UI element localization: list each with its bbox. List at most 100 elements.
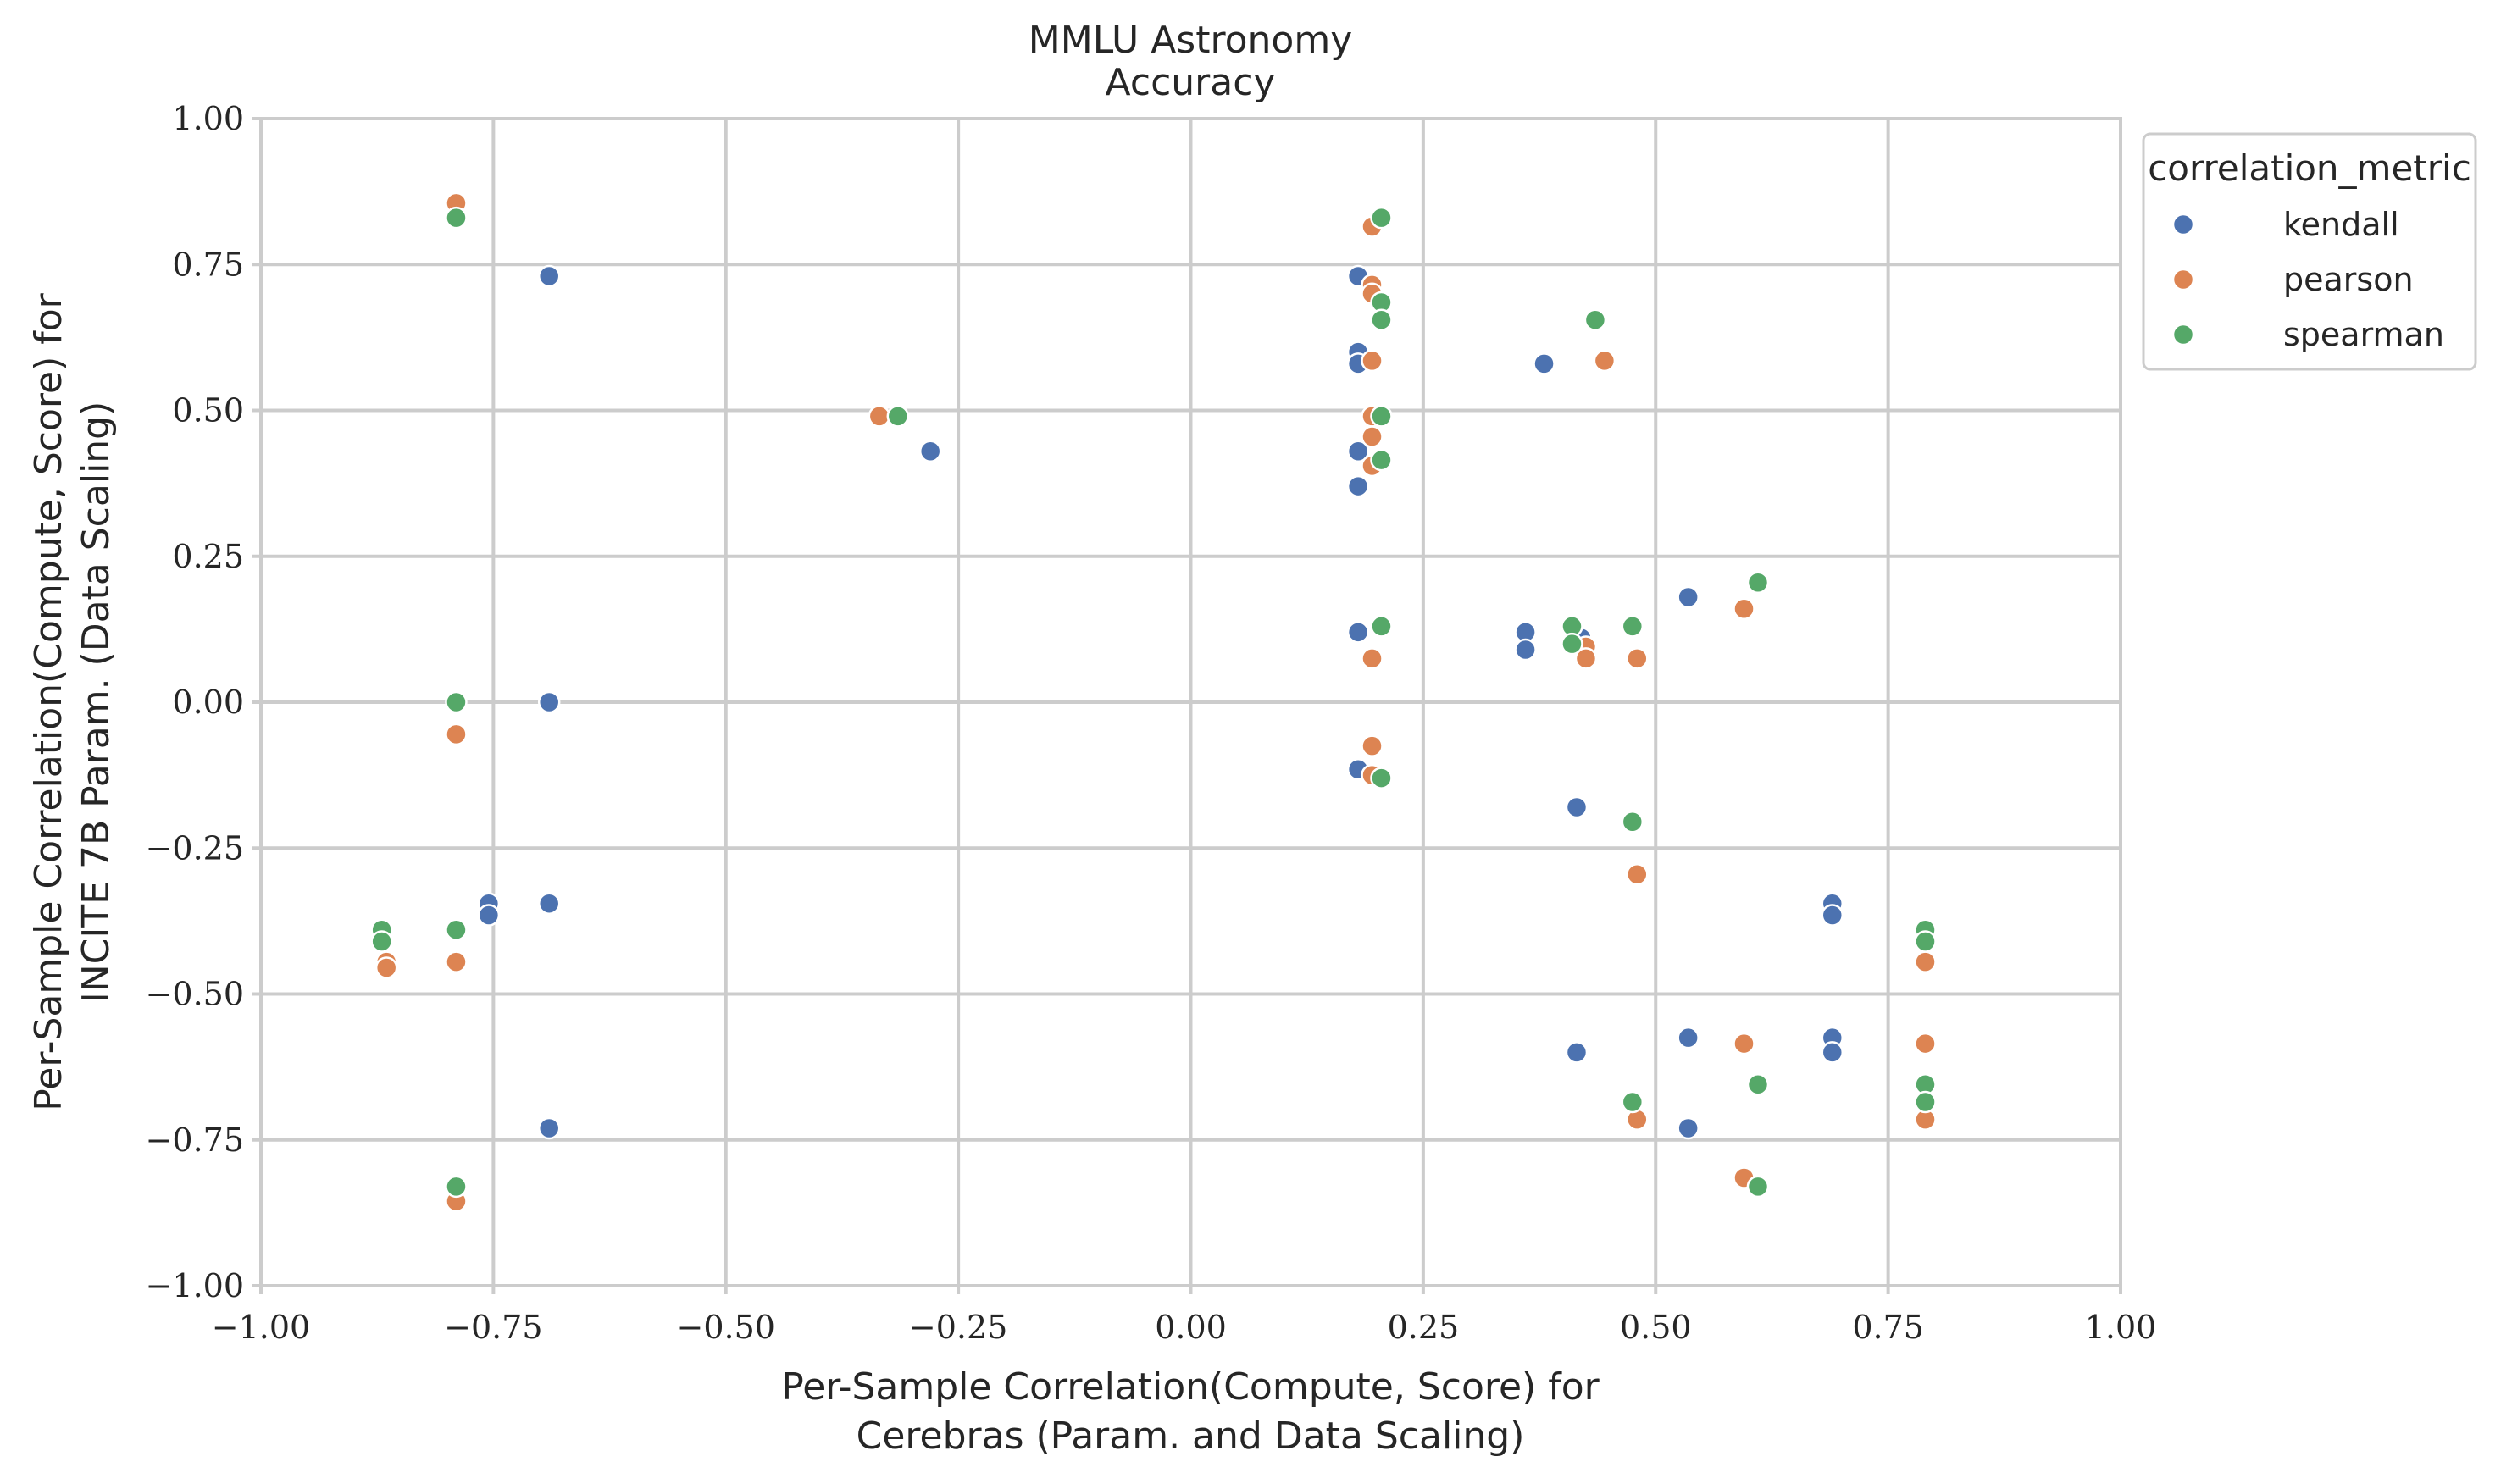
kendall-point [477,904,501,927]
pearson-point [1914,1032,1937,1055]
legend-marker-spearman [2171,323,2195,346]
pearson-point [1733,1032,1755,1055]
y-tick-label: 0.50 [172,392,244,429]
pearson-point [1361,734,1384,757]
x-axis-ticks: −1.00 −0.75 −0.50 −0.25 0.00 0.25 0.50 0.75 1.00 [212,1286,2157,1346]
x-tick-label: 0.50 [1620,1309,1692,1346]
x-tick-label: −0.75 [444,1309,542,1346]
spearman-point [1746,571,1770,595]
spearman-point [1370,767,1393,789]
y-axis-ticks: −1.00 −0.75 −0.50 −0.25 0.00 0.25 0.50 0.75 1.00 [146,100,261,1304]
kendall-point [537,690,561,714]
pearson-point [1914,950,1937,973]
y-tick-label: 0.75 [172,246,244,283]
legend-label-spearman: spearman [2283,316,2444,353]
spearman-point [1914,930,1937,953]
y-axis-label-line-1: Per-Sample Correlation(Compute, Score) f… [27,292,70,1110]
series-kendall [477,264,1844,1140]
y-tick-label: 1.00 [172,100,244,137]
legend-items: kendall pearson spearman [2171,206,2444,353]
y-tick-label: 0.00 [172,684,244,721]
legend-title: correlation_metric [2148,147,2471,189]
kendall-point [537,1116,561,1140]
x-axis-label-line-1: Per-Sample Correlation(Compute, Score) f… [781,1365,1600,1409]
x-tick-label: −1.00 [212,1309,310,1346]
spearman-point [1370,206,1393,230]
spearman-point [1583,308,1607,331]
pearson-point [1593,349,1616,373]
x-tick-label: 1.00 [2085,1309,2157,1346]
x-tick-label: 0.00 [1155,1309,1227,1346]
spearman-point [1621,615,1644,638]
pearson-point [1361,647,1384,670]
pearson-point [445,950,468,973]
legend-item-kendall: kendall [2171,206,2399,243]
kendall-point [537,264,561,288]
kendall-point [1346,474,1370,498]
legend-label-kendall: kendall [2283,206,2399,243]
spearman-point [1746,1073,1770,1096]
legend: correlation_metric kendall pearson spearma… [2142,132,2477,371]
kendall-point [1677,1116,1700,1140]
spearman-point [445,918,468,941]
legend-item-spearman: spearman [2171,316,2444,353]
spearman-point [1914,1090,1937,1114]
kendall-point [1821,1041,1844,1064]
kendall-point [1514,638,1537,662]
pearson-point [868,405,891,428]
x-tick-label: −0.25 [909,1309,1007,1346]
x-axis-label-line-2: Cerebras (Param. and Data Scaling) [857,1415,1525,1458]
spearman-point [1746,1175,1770,1199]
y-tick-label: 0.25 [172,538,244,575]
y-axis-label-line-2: INCITE 7B Param. (Data Scaling) [75,401,118,1004]
spearman-point [886,405,910,428]
legend-label-pearson: pearson [2283,261,2414,298]
spearman-point [1621,810,1644,833]
legend-marker-kendall [2171,213,2195,236]
legend-item-pearson: pearson [2171,261,2414,298]
legend-box [2142,132,2477,371]
spearman-point [445,206,468,230]
series-spearman [370,206,1937,1199]
kendall-point [1677,1026,1700,1049]
y-tick-label: −0.75 [146,1121,244,1159]
spearman-point [1370,405,1393,428]
spearman-point [1370,615,1393,638]
x-tick-label: 0.25 [1388,1309,1460,1346]
pearson-point [1733,597,1755,621]
x-tick-label: 0.75 [1852,1309,1924,1346]
chart-title-line-2: Accuracy [1106,61,1276,104]
pearson-point [1361,349,1384,373]
pearson-point [445,723,468,746]
pearson-point [374,956,398,979]
spearman-point [1370,448,1393,472]
kendall-point [1346,621,1370,644]
y-tick-label: −0.50 [146,976,244,1013]
spearman-point [1561,632,1583,656]
kendall-point [1533,352,1556,375]
pearson-point [1626,647,1649,670]
chart-title-line-1: MMLU Astronomy [1029,19,1352,62]
kendall-point [1346,440,1370,462]
pearson-point [1574,647,1598,670]
kendall-point [1565,795,1589,819]
spearman-point [445,1175,468,1199]
kendall-point [918,440,942,462]
kendall-point [537,892,561,915]
spearman-point [445,690,468,714]
x-tick-label: −0.50 [677,1309,775,1346]
spearman-point [1370,308,1393,331]
y-tick-label: −0.25 [146,829,244,867]
legend-marker-pearson [2171,268,2195,291]
data-points [370,191,1937,1213]
y-tick-label: −1.00 [146,1267,244,1304]
pearson-point [1626,863,1649,886]
kendall-point [1565,1041,1589,1064]
kendall-point [1677,585,1700,609]
spearman-point [1621,1090,1644,1114]
pearson-point [1361,425,1384,448]
kendall-point [1821,904,1844,927]
spearman-point [370,930,393,953]
